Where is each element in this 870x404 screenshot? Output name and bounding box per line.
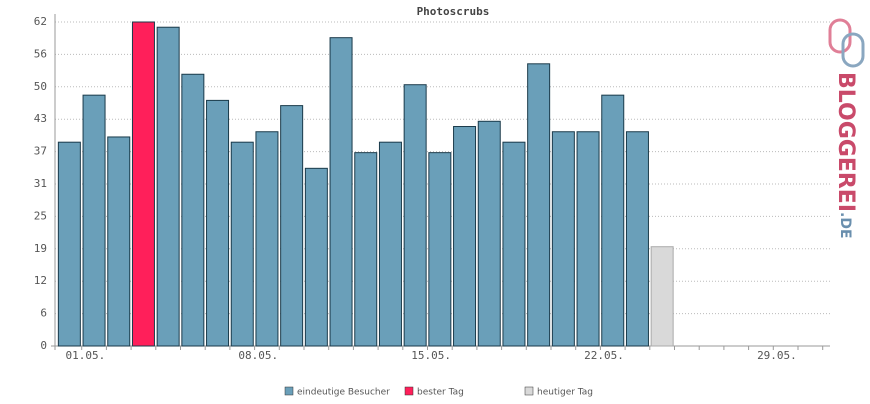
legend-label: bester Tag bbox=[417, 388, 464, 398]
bar bbox=[230, 141, 254, 347]
bar bbox=[650, 246, 674, 347]
bar bbox=[354, 152, 378, 347]
bar bbox=[477, 120, 501, 347]
bar bbox=[206, 99, 230, 347]
bar bbox=[551, 131, 575, 347]
y-tick-label: 31 bbox=[34, 177, 47, 190]
bar bbox=[57, 141, 81, 347]
y-tick-label: 0 bbox=[40, 339, 47, 352]
x-tick-label: 22.05. bbox=[584, 349, 624, 362]
x-tick-label: 15.05. bbox=[411, 349, 451, 362]
bar bbox=[378, 141, 402, 347]
chart-title: Photoscrubs bbox=[417, 5, 490, 18]
x-tick-label: 08.05. bbox=[238, 349, 278, 362]
bar bbox=[625, 131, 649, 347]
y-tick-label: 19 bbox=[34, 242, 47, 255]
logo bbox=[828, 18, 852, 54]
y-tick-label: 37 bbox=[34, 145, 47, 158]
bar bbox=[502, 141, 526, 347]
bar bbox=[527, 63, 551, 347]
bar bbox=[576, 131, 600, 347]
bar bbox=[403, 84, 427, 347]
legend-swatch bbox=[524, 386, 534, 396]
bar bbox=[453, 126, 477, 347]
logo bbox=[841, 32, 865, 68]
bar bbox=[255, 131, 279, 347]
legend-swatch bbox=[404, 386, 414, 396]
y-tick-label: 56 bbox=[34, 47, 47, 60]
bar bbox=[156, 26, 180, 347]
bar bbox=[601, 94, 625, 347]
y-tick-label: 12 bbox=[34, 274, 47, 287]
bar bbox=[329, 37, 353, 347]
x-tick-label: 01.05. bbox=[65, 349, 105, 362]
watermark-text: BLOGGEREI.DE bbox=[833, 72, 858, 239]
legend-swatch bbox=[284, 386, 294, 396]
bar bbox=[131, 21, 155, 347]
watermark-main: BLOGGEREI bbox=[833, 72, 858, 212]
y-tick-label: 62 bbox=[34, 15, 47, 28]
y-tick-label: 25 bbox=[34, 209, 47, 222]
bar bbox=[428, 152, 452, 347]
y-tick-label: 50 bbox=[34, 80, 47, 93]
legend-label: eindeutige Besucher bbox=[297, 388, 390, 398]
watermark: BLOGGEREI.DE bbox=[833, 72, 858, 239]
y-tick-label: 6 bbox=[40, 307, 47, 320]
bar bbox=[304, 167, 328, 347]
bar bbox=[107, 136, 131, 347]
legend-label: heutiger Tag bbox=[537, 388, 593, 398]
watermark-suffix: .DE bbox=[837, 212, 853, 239]
x-tick-label: 29.05. bbox=[757, 349, 797, 362]
y-tick-label: 43 bbox=[34, 112, 47, 125]
bar bbox=[181, 73, 205, 347]
bar bbox=[82, 94, 106, 347]
bar bbox=[280, 105, 304, 347]
